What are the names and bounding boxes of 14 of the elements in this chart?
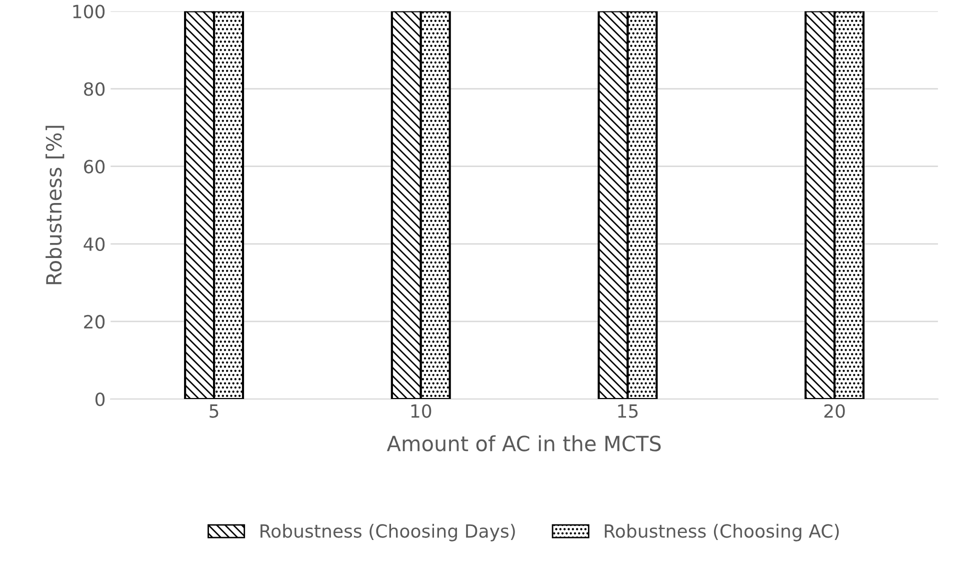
x-tick-label: 15 bbox=[618, 404, 638, 418]
x-tick-label: 10 bbox=[411, 404, 432, 418]
x-tick-label: 20 bbox=[824, 404, 845, 418]
y-tick-label: 60 bbox=[84, 160, 105, 174]
legend-label: Robustness (Choosing AC) bbox=[604, 524, 839, 542]
x-axis-title: Amount of AC in the MCTS bbox=[386, 435, 661, 452]
y-axis-title: Robustness [%] bbox=[46, 126, 64, 284]
y-tick-label: 100 bbox=[73, 4, 105, 18]
y-tick-label: 40 bbox=[84, 237, 105, 252]
legend-label: Robustness (Choosing Days) bbox=[260, 524, 515, 542]
x-tick-label: 5 bbox=[210, 404, 218, 418]
y-tick-label: 20 bbox=[84, 314, 105, 329]
y-tick-label: 0 bbox=[95, 392, 105, 406]
y-tick-label: 80 bbox=[84, 82, 105, 96]
